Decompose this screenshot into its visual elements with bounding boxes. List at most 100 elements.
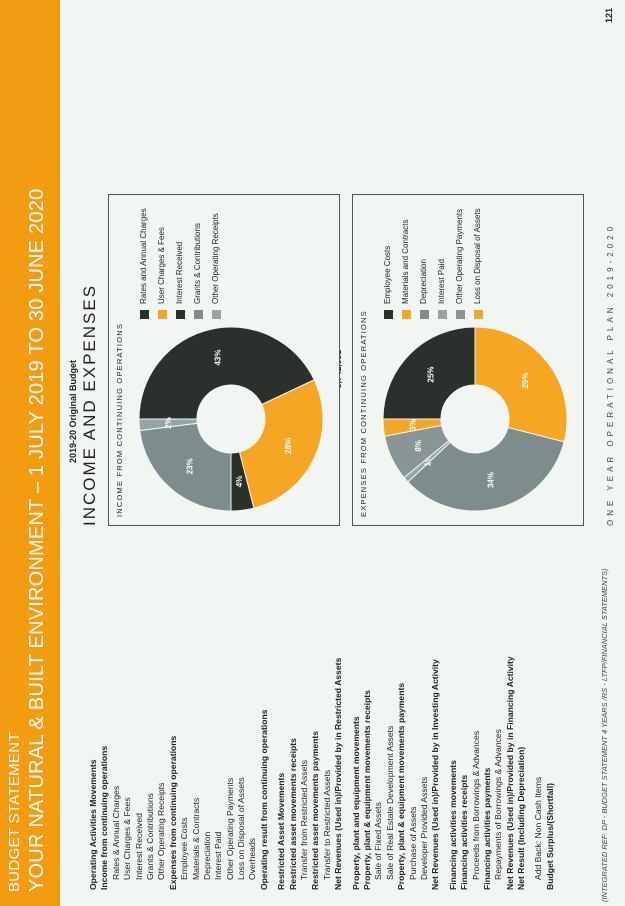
row-label: Financing activities movements [447, 760, 458, 890]
legend-swatch [438, 310, 447, 319]
legend-swatch [140, 310, 149, 319]
slice-label: 1% [424, 455, 433, 467]
row-label: Materials & Contracts [190, 797, 201, 880]
row-label: Restricted asset movements receipts [287, 738, 298, 890]
page-number: 121 [604, 8, 614, 24]
legend-swatch [158, 310, 167, 319]
footer-text: ONE YEAR OPERATIONAL PLAN 2019-2020 [606, 222, 615, 526]
row-label: Rates & Annual Charges [110, 785, 121, 880]
row-label: Depreciation [201, 831, 212, 880]
legend-item: Employee Costs [381, 201, 399, 319]
legend-label: Depreciation [419, 259, 428, 304]
legend-swatch [474, 310, 483, 319]
pie-slice [138, 418, 198, 432]
legend-label: Other Operating Receipts [211, 213, 220, 304]
row-label: Repayments of Borrowings & Advances [493, 729, 504, 880]
row-label: Expenses from continuing operations [167, 735, 178, 890]
row-label: Proceeds from Borrowings & Advances [470, 730, 481, 880]
slice-label: 8% [414, 440, 423, 452]
row-label: Other Operating Receipts [156, 782, 167, 880]
slice-label: 34% [487, 472, 496, 488]
pie-slice [139, 422, 232, 512]
slice-label: 3% [408, 419, 417, 431]
legend-item: Rates and Annual Charges [137, 201, 155, 319]
legend-label: User Charges & Fees [157, 227, 166, 304]
slice-label: 2% [164, 417, 173, 429]
row-label: Loss on Disposal of Assets [236, 777, 247, 880]
legend-item: Loss on Disposal of Assets [471, 201, 489, 319]
legend-label: Other Operating Payments [455, 208, 464, 304]
legend-item: Grants & Contributions [191, 201, 209, 319]
row-label: Transfer to Restricted Assets [321, 769, 332, 880]
legend-swatch [212, 310, 221, 319]
legend-item: Other Operating Payments [453, 201, 471, 319]
income-chart-panel: INCOME FROM CONTINUING OPERATIONS 43% 28%… [108, 194, 340, 526]
legend-swatch [420, 310, 429, 319]
legend-item: Other Operating Receipts [209, 201, 227, 319]
income-chart-title: INCOME FROM CONTINUING OPERATIONS [115, 322, 124, 517]
expenses-chart-title: EXPENSES FROM CONTINUING OPERATIONS [359, 310, 368, 517]
row-label: Net Result (Including Depreciation) [516, 746, 527, 890]
legend-swatch [456, 310, 465, 319]
row-label: Budget Surplus/(Shortfall) [544, 783, 555, 890]
row-label: Financing activities payments [481, 767, 492, 890]
row-label: Developer Provided Assets [418, 776, 429, 880]
row-label: Income from continuing operations [99, 745, 110, 890]
legend-label: Loss on Disposal of Assets [473, 208, 482, 304]
header-banner: BUDGET STATEMENT YOUR NATURAL & BUILT EN… [0, 0, 60, 906]
row-label: Grants & Contributions [144, 793, 155, 880]
row-label: Financing activities receipts [459, 774, 470, 890]
pie-slice [407, 426, 565, 512]
legend-swatch [402, 310, 411, 319]
expenses-chart-panel: EXPENSES FROM CONTINUING OPERATIONS 25% 2… [352, 194, 584, 526]
legend-item: Depreciation [417, 201, 435, 319]
row-label: Restricted Asset Movements [276, 772, 287, 890]
row-label: Sale of Fixed Assets [373, 802, 384, 880]
row-label: Net Revenues (Used in)/Provided by in In… [430, 659, 441, 890]
row-label: Net Revenues (Used in)/Provided by in Fi… [504, 656, 515, 890]
pie-slice [238, 379, 324, 509]
banner-subtitle: BUDGET STATEMENT [6, 732, 23, 892]
legend-label: Interest Received [175, 241, 184, 304]
row-label: Net Revenues (Used in)/Provided by in Re… [333, 657, 344, 890]
row-label: Sale of Real Estate Development Assets [384, 725, 395, 880]
legend-label: Interest Paid [437, 259, 446, 304]
row-label: Overheads [247, 837, 258, 880]
row-label: Interest Received [133, 813, 144, 880]
legend-label: Materials and Contracts [401, 219, 410, 304]
row-label: Property, plant & equipment movements re… [361, 690, 372, 890]
pie-slice [382, 418, 443, 437]
legend-item: User Charges & Fees [155, 201, 173, 319]
row-label: Restricted asset movements payments [310, 730, 321, 890]
row-label: Purchase of Assets [407, 806, 418, 880]
slice-label: 4% [235, 476, 244, 488]
section-title: INCOME AND EXPENSES [80, 283, 99, 526]
income-legend: Rates and Annual Charges User Charges & F… [137, 201, 227, 319]
row-label: Other Operating Payments [224, 777, 235, 880]
banner-title: YOUR NATURAL & BUILT ENVIRONMENT – 1 JUL… [26, 188, 48, 892]
legend-label: Grants & Contributions [193, 223, 202, 304]
legend-swatch [384, 310, 393, 319]
column-header: 2019-20 Original Budget [68, 360, 78, 464]
pie-slice [474, 326, 568, 443]
legend-label: Employee Costs [383, 245, 392, 304]
row-label: User Charges & Fees [122, 797, 133, 880]
row-label: Operating result from continuing operati… [258, 709, 269, 890]
legend-swatch [194, 310, 203, 319]
row-label: Property, plant & equipment movements pa… [396, 682, 407, 890]
row-label: Add Back: Non Cash Items [533, 776, 544, 880]
slice-label: 43% [213, 350, 222, 366]
row-label: Employee Costs [179, 817, 190, 880]
slice-label: 25% [426, 366, 435, 382]
slice-label: 29% [521, 372, 530, 388]
income-pie-chart: 43% 28% 4% 23% 2% [138, 326, 324, 512]
legend-label: Rates and Annual Charges [139, 208, 148, 304]
pie-slice [138, 326, 315, 420]
expenses-legend: Employee Costs Materials and Contracts Dep… [381, 201, 489, 319]
legend-item: Interest Received [173, 201, 191, 319]
row-label: Interest Paid [213, 831, 224, 880]
row-label: Operating Activities Movements [88, 759, 98, 890]
expenses-pie-chart: 25% 29% 34% 1%8% 3% [382, 326, 568, 512]
footnote: (INTEGRATED REF: DP - BUDGET STATEMENT 4… [600, 568, 609, 902]
